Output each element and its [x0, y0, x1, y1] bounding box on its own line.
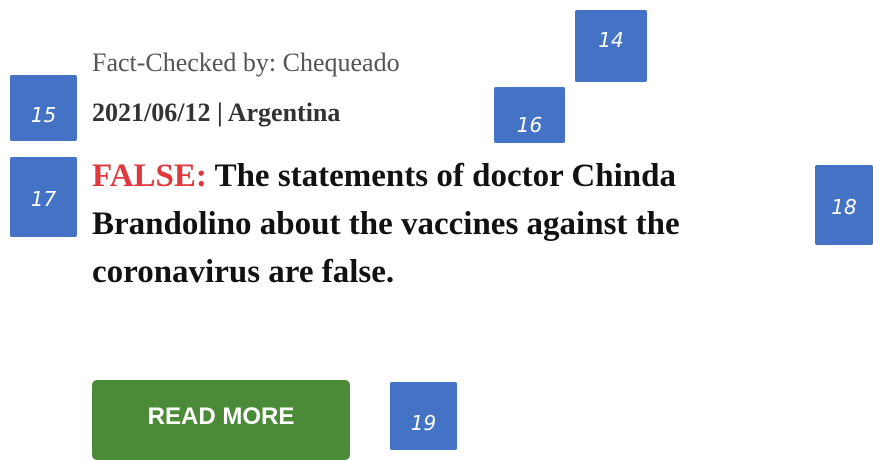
annotation-badge: 15 [10, 75, 77, 141]
annotation-badge: 16 [494, 87, 565, 143]
rating: FALSE: [92, 158, 207, 194]
annotation-badge: 14 [575, 10, 647, 82]
annotation-badge: 18 [815, 165, 873, 245]
annotation-badge: 19 [390, 382, 457, 450]
read-more-button[interactable]: READ MORE [92, 380, 350, 460]
headline: FALSE: The statements of doctor Chinda B… [92, 152, 804, 296]
annotation-badge: 17 [10, 157, 77, 237]
headline-text: The statements of doctor Chinda Brandoli… [92, 158, 680, 290]
fact-checker: Fact-Checked by: Chequeado [92, 48, 400, 77]
date-country: 2021/06/12 | Argentina [92, 98, 341, 127]
